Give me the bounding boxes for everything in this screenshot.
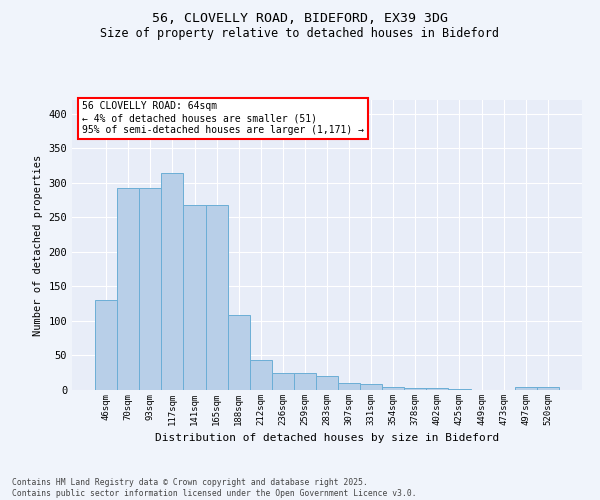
Text: Size of property relative to detached houses in Bideford: Size of property relative to detached ho… [101, 28, 499, 40]
Bar [294, 372, 316, 390]
Bar [95, 300, 117, 390]
Bar [382, 386, 404, 390]
Bar [227, 316, 250, 390]
Bar [161, 172, 184, 390]
Y-axis label: Number of detached properties: Number of detached properties [33, 154, 43, 336]
Bar [360, 384, 382, 390]
Text: Contains HM Land Registry data © Crown copyright and database right 2025.
Contai: Contains HM Land Registry data © Crown c… [12, 478, 416, 498]
Bar [250, 360, 272, 390]
Bar [184, 205, 206, 390]
Bar [448, 388, 470, 390]
Bar [404, 388, 427, 390]
X-axis label: Distribution of detached houses by size in Bideford: Distribution of detached houses by size … [155, 434, 499, 444]
Bar [515, 386, 537, 390]
Bar [427, 388, 448, 390]
Bar [117, 188, 139, 390]
Text: 56 CLOVELLY ROAD: 64sqm
← 4% of detached houses are smaller (51)
95% of semi-det: 56 CLOVELLY ROAD: 64sqm ← 4% of detached… [82, 102, 364, 134]
Bar [338, 383, 360, 390]
Bar [272, 372, 294, 390]
Bar [316, 376, 338, 390]
Bar [139, 188, 161, 390]
Text: 56, CLOVELLY ROAD, BIDEFORD, EX39 3DG: 56, CLOVELLY ROAD, BIDEFORD, EX39 3DG [152, 12, 448, 26]
Bar [206, 205, 227, 390]
Bar [537, 386, 559, 390]
